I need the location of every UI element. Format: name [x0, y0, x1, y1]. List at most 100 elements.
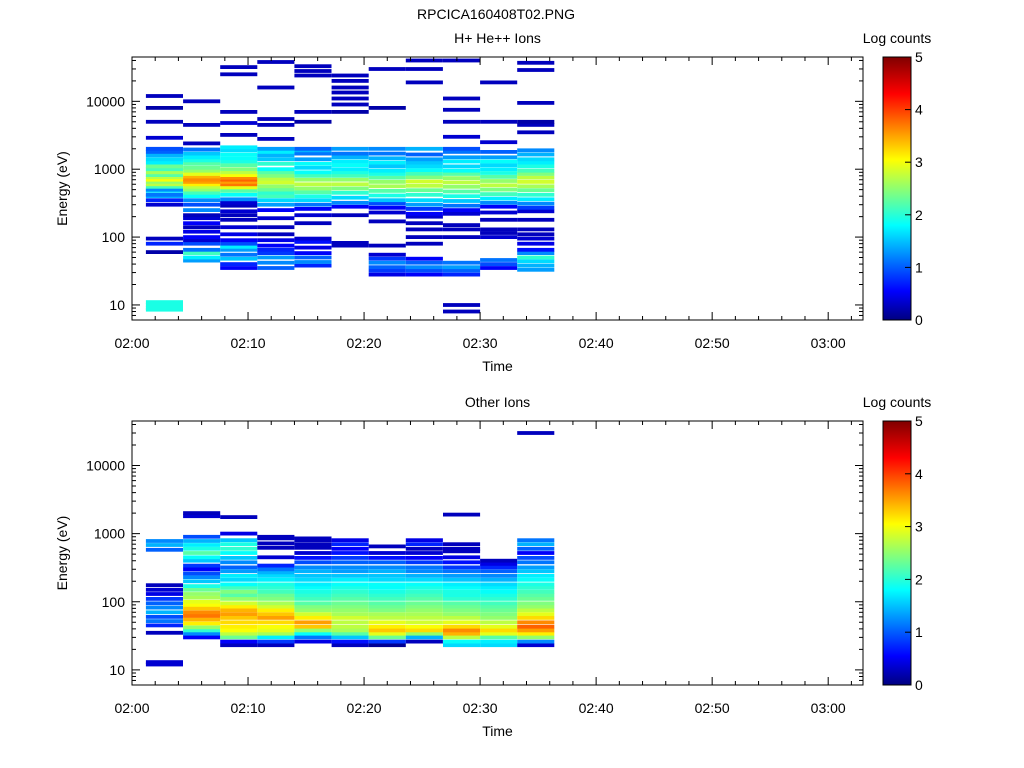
- heatmap-cell: [257, 123, 295, 127]
- heatmap-cell: [480, 574, 518, 578]
- heatmap-cell: [257, 545, 295, 550]
- heatmap-cell: [368, 198, 406, 203]
- heatmap-cell: [405, 577, 443, 582]
- colorbar-tick-label: 1: [915, 624, 923, 640]
- heatmap-cell: [183, 603, 221, 607]
- heatmap-cell: [220, 238, 258, 243]
- heatmap-cell: [517, 255, 555, 260]
- heatmap-cell: [220, 538, 258, 543]
- heatmap-cell: [517, 635, 555, 640]
- heatmap-cell: [294, 157, 332, 162]
- heatmap-cell: [405, 631, 443, 636]
- heatmap-cell: [405, 256, 443, 261]
- heatmap-cell: [183, 165, 221, 170]
- heatmap-cell: [517, 582, 555, 587]
- heatmap-cell: [183, 172, 221, 176]
- heatmap-cell: [517, 209, 555, 214]
- heatmap-cell: [145, 623, 183, 628]
- heatmap-cell: [443, 582, 481, 587]
- x-tick-label: 03:00: [811, 335, 846, 351]
- heatmap-cell: [183, 625, 221, 630]
- heatmap-cell: [443, 176, 481, 180]
- heatmap-cell: [183, 551, 221, 555]
- colorbar-label: Log counts: [863, 30, 932, 46]
- heatmap-cell: [183, 571, 221, 576]
- heatmap-cell: [517, 180, 555, 184]
- heatmap-cell: [145, 601, 183, 606]
- y-tick-label: 100: [102, 229, 126, 245]
- heatmap-cell: [220, 586, 258, 590]
- heatmap-cell: [331, 565, 369, 570]
- heatmap-cell: [368, 601, 406, 606]
- heatmap-cell: [257, 608, 295, 613]
- heatmap-cell: [405, 241, 443, 246]
- heatmap-cell: [220, 182, 258, 187]
- heatmap-cell: [480, 171, 518, 175]
- heatmap-cell: [331, 213, 369, 218]
- y-axis-label: Energy (eV): [54, 151, 70, 226]
- heatmap-cell: [145, 170, 183, 175]
- heatmap-cell: [331, 155, 369, 160]
- heatmap-cell: [517, 551, 555, 555]
- heatmap-cell: [405, 146, 443, 151]
- heatmap-cell: [517, 263, 555, 268]
- heatmap-cell: [257, 255, 295, 260]
- heatmap-cell: [331, 574, 369, 578]
- heatmap-cell: [294, 582, 332, 587]
- heatmap-cell: [220, 217, 258, 222]
- heatmap-cell: [443, 569, 481, 574]
- heatmap-cell: [517, 168, 555, 173]
- heatmap-cell: [183, 221, 221, 226]
- heatmap-cell: [257, 577, 295, 582]
- heatmap-cell: [145, 187, 183, 192]
- heatmap-cell: [443, 164, 481, 169]
- heatmap-cell: [183, 151, 221, 156]
- heatmap-cell: [368, 597, 406, 601]
- heatmap-cell: [294, 236, 332, 241]
- heatmap-cell: [257, 187, 295, 192]
- heatmap-cell: [480, 159, 518, 164]
- heatmap-cell: [517, 247, 555, 252]
- heatmap-cell: [220, 110, 258, 114]
- heatmap-cell: [517, 227, 555, 232]
- x-tick-label: 02:50: [695, 700, 730, 716]
- heatmap-cell: [145, 202, 183, 207]
- heatmap-cell: [443, 189, 481, 194]
- heatmap-cell: [443, 199, 481, 203]
- heatmap-cell: [331, 204, 369, 209]
- heatmap-cell: [183, 238, 221, 243]
- heatmap-cell: [517, 160, 555, 165]
- x-tick-label: 02:50: [695, 335, 730, 351]
- heatmap-cell: [517, 431, 555, 435]
- heatmap-cell: [294, 119, 332, 124]
- heatmap-cell: [517, 593, 555, 598]
- heatmap-cell: [443, 159, 481, 164]
- heatmap-cell: [220, 209, 258, 214]
- heatmap-cell: [257, 150, 295, 154]
- heatmap-cell: [145, 619, 183, 623]
- heatmap-cell: [257, 639, 295, 644]
- heatmap-cell: [368, 67, 406, 71]
- heatmap-cell: [368, 146, 406, 151]
- heatmap-cell: [183, 579, 221, 584]
- heatmap-cell: [220, 569, 258, 574]
- heatmap-cell: [294, 565, 332, 570]
- heatmap-cell: [294, 177, 332, 182]
- heatmap-cell: [480, 183, 518, 188]
- heatmap-cell: [220, 225, 258, 230]
- heatmap-cell: [183, 168, 221, 173]
- heatmap-cell: [257, 208, 295, 212]
- heatmap-cell: [183, 155, 221, 160]
- heatmap-cell: [183, 546, 221, 551]
- heatmap-cell: [331, 79, 369, 83]
- heatmap-cell: [220, 65, 258, 69]
- heatmap-cell: [443, 96, 481, 101]
- heatmap-cell: [220, 574, 258, 578]
- y-tick-label: 100: [102, 594, 126, 610]
- heatmap-cell: [480, 601, 518, 606]
- heatmap-cell: [405, 198, 443, 203]
- heatmap-cell: [405, 593, 443, 598]
- heatmap-cell: [368, 260, 406, 265]
- heatmap-cell: [443, 635, 481, 640]
